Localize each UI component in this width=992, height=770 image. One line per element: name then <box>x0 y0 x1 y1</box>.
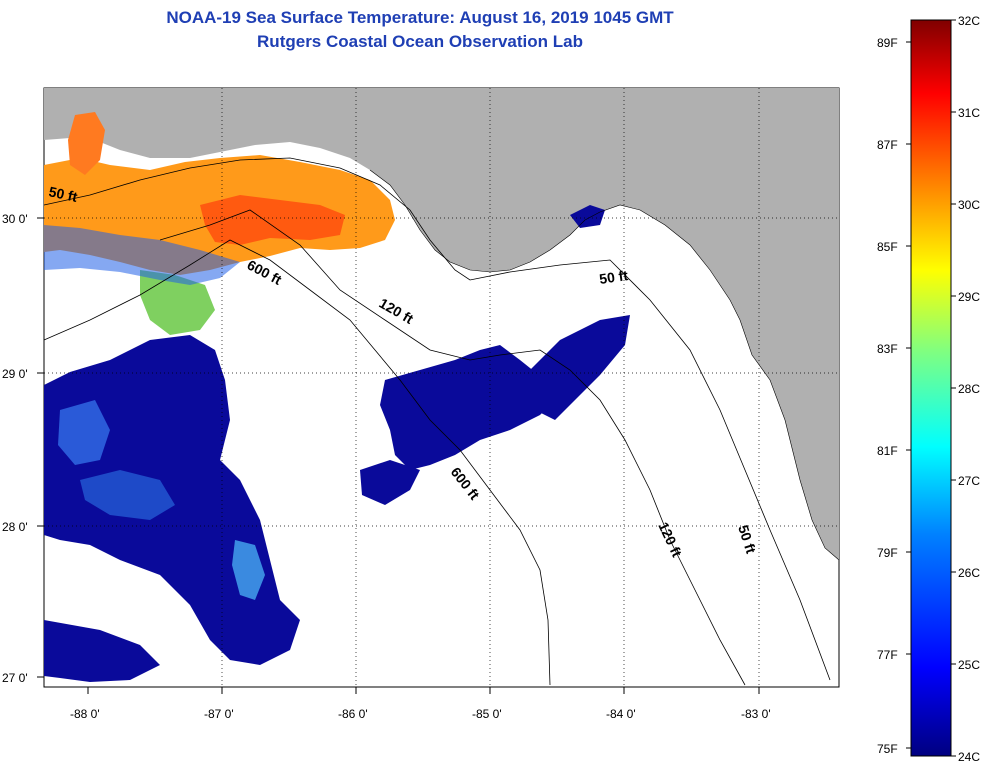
map-subtitle: Rutgers Coastal Ocean Observation Lab <box>257 32 583 51</box>
sst-cool-west-inner3 <box>80 470 175 520</box>
colorbar-fahrenheit-label: 83F <box>877 342 898 356</box>
colorbar-celsius-label: 30C <box>958 198 980 212</box>
colorbar-celsius-label: 27C <box>958 474 980 488</box>
map-title: NOAA-19 Sea Surface Temperature: August … <box>166 8 674 27</box>
colorbar-celsius-label: 26C <box>958 566 980 580</box>
sst-cool-bigbend <box>570 205 605 228</box>
colorbar <box>910 19 952 757</box>
lat-tick-label: 30 0' <box>2 212 28 226</box>
colorbar-celsius-label: 28C <box>958 382 980 396</box>
sst-cool-west-inner <box>58 400 110 465</box>
sst-cool-west-inner2 <box>232 540 265 600</box>
colorbar-celsius-label: 29C <box>958 290 980 304</box>
colorbar-ticks <box>906 19 956 757</box>
colorbar-fahrenheit-label: 79F <box>877 546 898 560</box>
lon-tick-label: -88 0' <box>70 707 100 721</box>
contour-label: 50 ft <box>47 183 79 205</box>
sst-cool-south <box>44 620 160 682</box>
lon-tick-label: -85 0' <box>472 707 502 721</box>
coastline <box>369 169 840 561</box>
sst-hot-patch <box>68 112 105 175</box>
colorbar-fahrenheit-label: 77F <box>877 648 898 662</box>
tick-marks <box>37 217 760 694</box>
land-mass <box>44 88 839 560</box>
contour-600ft <box>43 239 551 686</box>
sst-cool-central3 <box>360 460 420 505</box>
colorbar-celsius-label: 31C <box>958 106 980 120</box>
colorbar-fahrenheit-label: 81F <box>877 444 898 458</box>
sst-cool-fringe <box>44 225 240 285</box>
lon-tick-label: -83 0' <box>741 707 771 721</box>
contour-50ft-north <box>43 157 831 681</box>
lon-tick-label: -87 0' <box>204 707 234 721</box>
graticule <box>44 88 839 687</box>
sst-cool-central <box>380 345 560 470</box>
colorbar-fahrenheit-label: 87F <box>877 138 898 152</box>
contour-120ft <box>159 209 746 686</box>
colorbar-fahrenheit-label: 89F <box>877 36 898 50</box>
colorbar-celsius-label: 25C <box>958 658 980 672</box>
colorbar-celsius-label: 32C <box>958 14 980 28</box>
lon-tick-label: -84 0' <box>606 707 636 721</box>
colorbar-fahrenheit-label: 85F <box>877 240 898 254</box>
sst-green-patch <box>140 270 215 335</box>
sst-hot-core <box>200 195 345 245</box>
sst-cool-central2 <box>525 315 630 420</box>
lat-tick-label: 27 0' <box>2 671 28 685</box>
contour-label: 50 ft <box>598 267 629 287</box>
colorbar-fahrenheit-label: 75F <box>877 742 898 756</box>
lat-tick-label: 28 0' <box>2 520 28 534</box>
lat-tick-label: 29 0' <box>2 367 28 381</box>
lon-tick-label: -86 0' <box>338 707 368 721</box>
colorbar-celsius-label: 24C <box>958 750 980 764</box>
